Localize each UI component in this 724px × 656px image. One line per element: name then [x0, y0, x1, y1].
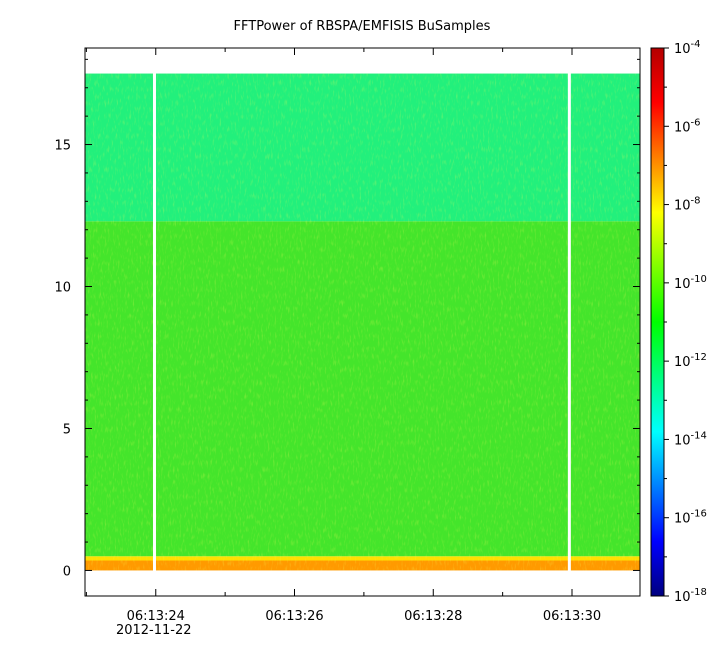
y-axis: 0 5 10 15 [54, 58, 640, 579]
data-gaps [152, 72, 571, 572]
x-tick-label: 06:13:26 [265, 609, 323, 624]
x-tick-label: 06:13:30 [543, 609, 601, 624]
noise-texture [85, 73, 640, 571]
colorbar-tick-label: 10-6 [674, 117, 701, 135]
y-tick-label: 5 [63, 422, 71, 437]
x-tick-label: 06:13:28 [404, 609, 462, 624]
colorbar-tick-label: 10-14 [674, 430, 707, 448]
colorbar-tick-label: 10-12 [674, 352, 707, 370]
y-tick-label: 10 [54, 281, 71, 296]
colorbar-gradient [650, 47, 665, 597]
chart-title: FFTPower of RBSPA/EMFISIS BuSamples [234, 19, 491, 34]
colorbar-tick-label: 10-8 [674, 196, 701, 214]
colorbar: 10-4 10-6 10-8 10-10 10-12 10-14 10-16 10-18 [650, 39, 707, 605]
data-gap-0 [152, 72, 156, 572]
plot-frame [84, 47, 641, 597]
x-tick-date-label: 2012-11-22 [116, 623, 192, 638]
colorbar-tick-label: 10-16 [674, 509, 707, 527]
plot-area [84, 47, 641, 597]
x-tick-label: 06:13:24 [127, 609, 185, 624]
data-gap-1 [567, 72, 571, 572]
colorbar-tick-label: 10-18 [674, 587, 707, 605]
colorbar-tick-label: 10-10 [674, 274, 707, 292]
y-tick-label: 0 [63, 564, 71, 579]
y-tick-label: 15 [54, 139, 71, 154]
colorbar-tick-label: 10-4 [674, 39, 701, 57]
